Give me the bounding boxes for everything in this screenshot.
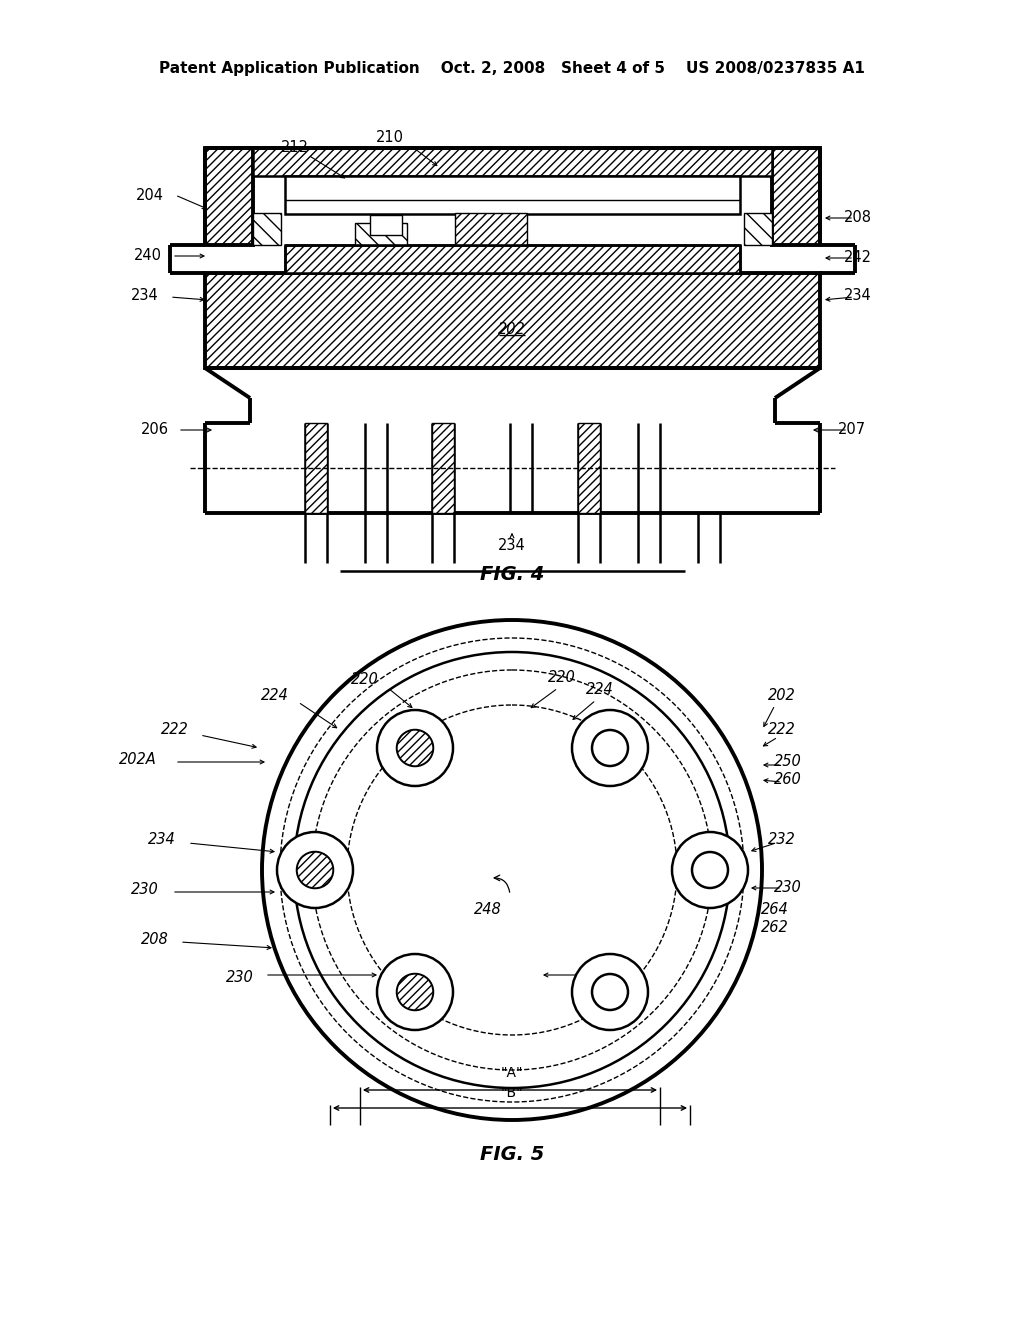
Text: 262: 262 — [761, 920, 788, 936]
Text: 208: 208 — [844, 210, 872, 226]
Ellipse shape — [262, 620, 762, 1119]
Text: 202A: 202A — [119, 752, 157, 767]
Text: 202: 202 — [768, 688, 796, 702]
Text: 224: 224 — [261, 688, 289, 702]
Text: 230: 230 — [226, 970, 254, 986]
Text: 234: 234 — [844, 288, 871, 302]
Text: 220: 220 — [351, 672, 379, 688]
Bar — [455, 213, 527, 246]
Text: 250: 250 — [774, 755, 802, 770]
Text: 212: 212 — [281, 140, 309, 156]
Ellipse shape — [692, 851, 728, 888]
Text: FIG. 5: FIG. 5 — [480, 1146, 544, 1164]
Text: 230: 230 — [774, 880, 802, 895]
Text: 248: 248 — [474, 903, 502, 917]
Ellipse shape — [397, 730, 433, 766]
Text: 224: 224 — [586, 682, 613, 697]
Text: 202: 202 — [498, 322, 526, 338]
Bar — [285, 246, 740, 273]
Ellipse shape — [592, 730, 628, 766]
Ellipse shape — [592, 974, 628, 1010]
Text: 230: 230 — [131, 883, 159, 898]
Bar — [432, 422, 454, 513]
Ellipse shape — [278, 832, 353, 908]
Bar — [578, 422, 600, 513]
Bar — [253, 148, 772, 176]
Text: 204: 204 — [136, 187, 164, 202]
Text: 234: 234 — [148, 833, 176, 847]
Bar — [253, 213, 281, 246]
Text: 234: 234 — [131, 288, 159, 302]
Bar — [370, 215, 402, 235]
Text: 230: 230 — [611, 970, 639, 986]
Text: 210: 210 — [376, 131, 404, 145]
Bar — [744, 213, 772, 246]
Text: 222: 222 — [768, 722, 796, 738]
Text: 240: 240 — [134, 248, 162, 263]
Text: 208: 208 — [141, 932, 169, 948]
Ellipse shape — [572, 710, 648, 785]
Text: 260: 260 — [774, 772, 802, 788]
Text: 242: 242 — [844, 251, 872, 265]
Text: FIG. 4: FIG. 4 — [480, 565, 544, 585]
Ellipse shape — [672, 832, 748, 908]
Ellipse shape — [397, 730, 433, 766]
Ellipse shape — [377, 710, 453, 785]
Text: 222: 222 — [161, 722, 188, 738]
Ellipse shape — [377, 954, 453, 1030]
Bar — [305, 422, 327, 513]
Bar — [285, 176, 740, 214]
Text: 232: 232 — [768, 833, 796, 847]
Bar — [772, 148, 820, 246]
Ellipse shape — [297, 851, 333, 888]
Text: 206: 206 — [141, 422, 169, 437]
Text: 220: 220 — [548, 671, 575, 685]
Text: "B": "B" — [501, 1086, 523, 1100]
Ellipse shape — [294, 652, 730, 1088]
Ellipse shape — [397, 974, 433, 1010]
Text: Patent Application Publication    Oct. 2, 2008   Sheet 4 of 5    US 2008/0237835: Patent Application Publication Oct. 2, 2… — [159, 61, 865, 75]
Bar — [355, 223, 407, 246]
Ellipse shape — [572, 954, 648, 1030]
Text: 207: 207 — [838, 422, 866, 437]
Text: 234: 234 — [498, 537, 526, 553]
Bar — [205, 273, 820, 368]
Bar — [205, 148, 253, 246]
Ellipse shape — [297, 851, 333, 888]
Text: "A": "A" — [501, 1067, 523, 1080]
Ellipse shape — [397, 974, 433, 1010]
Text: 264: 264 — [761, 903, 788, 917]
